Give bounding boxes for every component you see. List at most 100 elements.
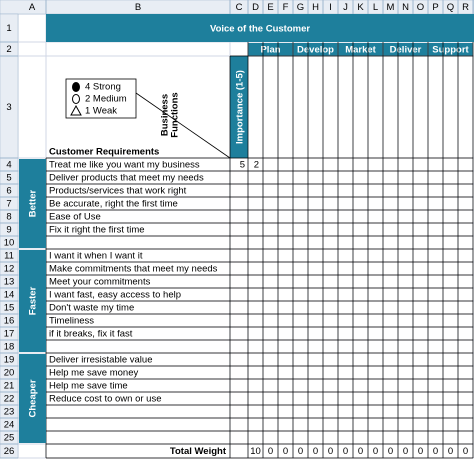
row-header: 15 <box>4 303 15 314</box>
score-value: 2 <box>254 160 259 171</box>
row-header: 10 <box>4 238 15 249</box>
requirement: Don't waste my time <box>49 303 134 314</box>
row-header: 26 <box>4 446 15 457</box>
legend-symbol <box>72 94 80 104</box>
requirement: Make commitments that meet my needs <box>49 264 218 275</box>
column-header: L <box>373 2 378 13</box>
requirement: Fix it right the first time <box>49 225 145 236</box>
requirement: Help me save money <box>49 368 138 379</box>
row-header: 19 <box>4 355 15 366</box>
legend-label: 2 Medium <box>85 94 127 105</box>
function-label: Plan <box>260 45 280 56</box>
column-header: E <box>267 2 273 13</box>
requirement: Reduce cost to own or use <box>49 394 161 405</box>
column-header: D <box>252 2 259 13</box>
requirement: Be accurate, right the first time <box>49 199 178 210</box>
title: Voice of the Customer <box>210 24 310 35</box>
function-label: Develop <box>297 45 334 56</box>
function-header <box>248 43 293 56</box>
total-value: 0 <box>298 446 303 457</box>
function-label: Market <box>345 45 376 56</box>
row-header: 14 <box>4 290 15 301</box>
requirement: I want it when I want it <box>49 251 143 262</box>
legend-label: 4 Strong <box>85 82 121 93</box>
row-header: 17 <box>4 329 15 340</box>
importance-value: 5 <box>240 160 245 171</box>
column-header: P <box>432 2 438 13</box>
row-header: 8 <box>6 212 11 223</box>
row-header: 12 <box>4 264 15 275</box>
group-band <box>19 354 46 443</box>
total-value: 0 <box>313 446 318 457</box>
requirement: Ease of Use <box>49 212 101 223</box>
column-header: F <box>283 2 289 13</box>
row-header: 11 <box>4 251 14 262</box>
function-header <box>338 43 383 56</box>
title-bar <box>46 14 474 42</box>
column-header: N <box>402 2 409 13</box>
importance-label: Importance (1-5) <box>235 70 246 144</box>
row-header: 3 <box>6 102 11 113</box>
column-header: G <box>297 2 304 13</box>
requirement: I want fast, easy access to help <box>49 290 181 301</box>
row-header: 7 <box>6 199 11 210</box>
column-header: Q <box>447 2 454 13</box>
row-header: 5 <box>6 173 11 184</box>
business-functions-label: Business <box>160 94 171 136</box>
total-value: 0 <box>358 446 363 457</box>
row-header: 25 <box>4 433 15 444</box>
row-header: 22 <box>4 394 15 405</box>
column-header: A <box>29 2 36 13</box>
column-header: J <box>343 2 348 13</box>
requirement: Deliver products that meet my needs <box>49 173 204 184</box>
total-value: 0 <box>373 446 378 457</box>
total-value: 10 <box>250 446 261 457</box>
row-header: 4 <box>6 160 11 171</box>
group-label: Better <box>28 189 39 217</box>
group-band <box>19 159 46 248</box>
total-value: 0 <box>343 446 348 457</box>
group-label: Faster <box>28 286 39 315</box>
function-header <box>428 43 473 56</box>
requirement: if it breaks, fix it fast <box>49 329 133 340</box>
row-header: 6 <box>6 186 11 197</box>
total-value: 0 <box>268 446 273 457</box>
total-value: 0 <box>463 446 468 457</box>
requirement: Products/services that work right <box>49 186 187 197</box>
row-header: 20 <box>4 368 15 379</box>
column-header: M <box>387 2 395 13</box>
requirement: Deliver irresistable value <box>49 355 152 366</box>
requirement: Timeliness <box>49 316 94 327</box>
importance-header <box>230 56 248 158</box>
legend-symbol <box>72 82 80 92</box>
row-header: 1 <box>6 23 11 34</box>
total-value: 0 <box>328 446 333 457</box>
total-value: 0 <box>433 446 438 457</box>
function-label: Deliver <box>390 45 422 56</box>
requirement: Help me save time <box>49 381 128 392</box>
row-header: 13 <box>4 277 15 288</box>
group-band <box>19 250 46 352</box>
group-label: Cheaper <box>28 379 39 417</box>
row-header: 24 <box>4 420 15 431</box>
column-header: H <box>312 2 319 13</box>
total-value: 0 <box>388 446 393 457</box>
row-header: 23 <box>4 407 15 418</box>
row-header: 16 <box>4 316 15 327</box>
row-header: 2 <box>6 44 11 55</box>
total-value: 0 <box>403 446 408 457</box>
column-header: I <box>329 2 332 13</box>
total-value: 0 <box>418 446 423 457</box>
diagonal <box>135 92 231 159</box>
row-header: 21 <box>4 381 15 392</box>
total-value: 0 <box>283 446 288 457</box>
column-header: C <box>236 2 243 13</box>
requirement: Meet your commitments <box>49 277 151 288</box>
column-header: B <box>135 2 141 13</box>
column-header: O <box>417 2 424 13</box>
requirement: Treat me like you want my business <box>49 160 200 171</box>
column-header: R <box>462 2 469 13</box>
legend-label: 1 Weak <box>85 106 117 117</box>
total-label: Total Weight <box>170 446 227 457</box>
business-functions-label: Functions <box>170 92 181 137</box>
